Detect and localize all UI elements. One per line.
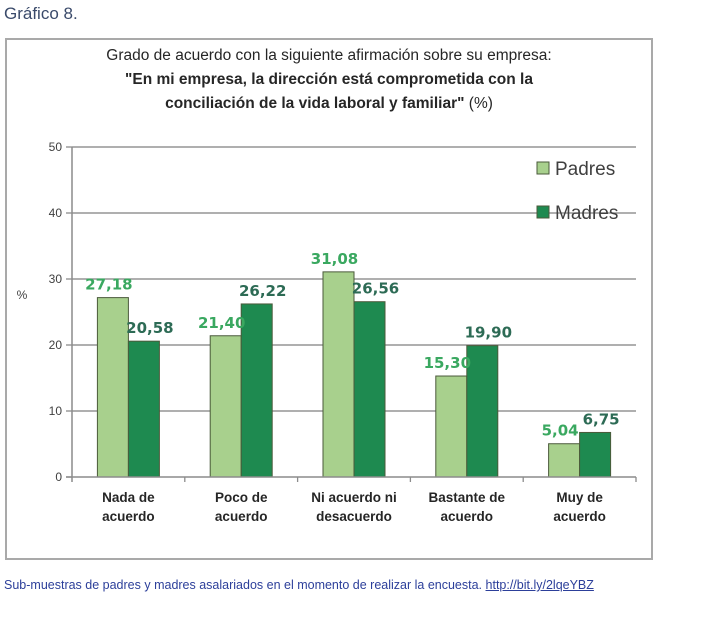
data-label-padres: 27,18 [85, 276, 132, 294]
x-category-label: acuerdo [553, 509, 606, 524]
data-label-madres: 26,56 [352, 280, 399, 298]
y-tick-label: 50 [49, 140, 63, 154]
x-category-label: desacuerdo [316, 509, 392, 524]
legend-label-madres: Madres [555, 203, 618, 224]
x-category-label: Bastante de [429, 490, 506, 505]
bar-padres [96, 297, 129, 478]
chart-title-suffix: (%) [468, 95, 493, 112]
data-label-padres: 31,08 [311, 250, 358, 268]
legend-swatch-madres [536, 205, 550, 219]
chart-title-line1: Grado de acuerdo con la siguiente afirma… [106, 47, 552, 64]
legend: Padres Madres [536, 159, 618, 224]
y-axis-label: % [17, 288, 28, 302]
y-tick-label: 10 [49, 404, 63, 418]
data-label-madres: 20,58 [126, 319, 173, 337]
bar-madres [353, 301, 386, 478]
y-tick-label: 20 [49, 338, 63, 352]
data-label-padres: 15,30 [424, 354, 471, 372]
caption-text: Sub-muestras de padres y madres asalaria… [4, 578, 483, 592]
chart-title-line3: conciliación de la vida laboral y famili… [165, 95, 465, 112]
y-axis: 0 10 20 30 40 50 [49, 140, 73, 484]
bar-madres [466, 345, 499, 478]
x-axis: Nada de acuerdo Poco de acuerdo Ni acuerdo n… [66, 476, 637, 524]
x-category-label: Poco de [215, 490, 268, 505]
data-label-madres: 19,90 [465, 324, 512, 342]
x-category-label: Nada de [102, 490, 155, 505]
caption-link[interactable]: http://bit.ly/2lqeYBZ [485, 578, 594, 592]
y-tick-label: 30 [49, 272, 63, 286]
caption: Sub-muestras de padres y madres asalaria… [4, 578, 594, 592]
figure-label: Gráfico 8. [4, 4, 78, 23]
bar-padres [548, 443, 581, 478]
data-label-madres: 6,75 [583, 410, 620, 428]
bar-madres [240, 303, 273, 478]
data-label-padres: 21,40 [198, 314, 245, 332]
data-labels: 27,18 20,58 21,40 26,22 31,08 26,56 15,30 19,90… [85, 250, 619, 440]
y-tick-label: 0 [55, 470, 62, 484]
legend-label-padres: Padres [555, 159, 615, 180]
bar-madres [579, 431, 612, 478]
y-tick-label: 40 [49, 206, 63, 220]
chart-title-line2: "En mi empresa, la dirección está compro… [125, 71, 533, 88]
chart-title: Grado de acuerdo con la siguiente afirma… [5, 44, 653, 116]
x-category-label: acuerdo [102, 509, 155, 524]
x-category-label: Ni acuerdo ni [311, 490, 397, 505]
bar-padres [209, 335, 242, 478]
bar-padres [435, 375, 468, 478]
bar-padres [322, 271, 355, 478]
bars [96, 271, 612, 478]
x-category-label: acuerdo [441, 509, 494, 524]
x-category-label: acuerdo [215, 509, 268, 524]
data-label-madres: 26,22 [239, 282, 286, 300]
bar-madres [127, 340, 160, 478]
legend-swatch-padres [536, 161, 550, 175]
x-category-label: Muy de [556, 490, 603, 505]
data-label-padres: 5,04 [542, 422, 579, 440]
